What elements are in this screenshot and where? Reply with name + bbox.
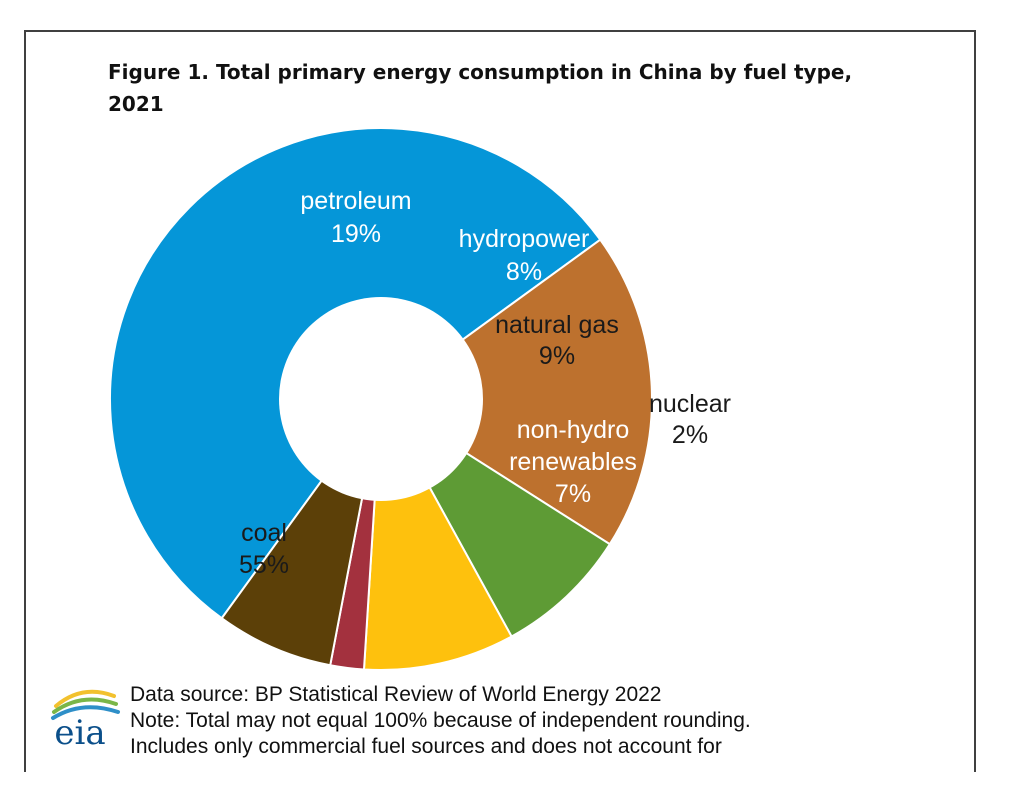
note-line-1: Note: Total may not equal 100% because o… [130,709,751,732]
data-source-text: Data source: BP Statistical Review of Wo… [130,683,662,706]
chart-title: Figure 1. Total primary energy consumpti… [108,60,853,116]
label-non-hydro-line1: non-hydro [517,416,630,444]
note-line-2: Includes only commercial fuel sources an… [130,735,722,758]
value-nuclear: 2% [672,421,708,449]
value-coal: 55% [239,551,289,579]
value-natural-gas: 9% [539,342,575,370]
label-non-hydro-line2: renewables [509,448,637,476]
label-petroleum: petroleum [300,187,411,215]
eia-logo: eia [51,689,120,752]
donut-hole [279,297,483,501]
footer-notes: Data source: BP Statistical Review of Wo… [130,682,970,760]
figure-frame [24,30,976,772]
label-hydropower: hydropower [459,225,590,253]
label-nuclear: nuclear [649,390,731,418]
value-hydropower: 8% [506,258,542,286]
label-coal: coal [241,519,287,547]
value-non-hydro-renewables: 7% [555,480,591,508]
svg-text:eia: eia [54,713,105,752]
label-natural-gas: natural gas [495,311,619,339]
value-petroleum: 19% [331,220,381,248]
slice-petroleum [379,238,653,546]
